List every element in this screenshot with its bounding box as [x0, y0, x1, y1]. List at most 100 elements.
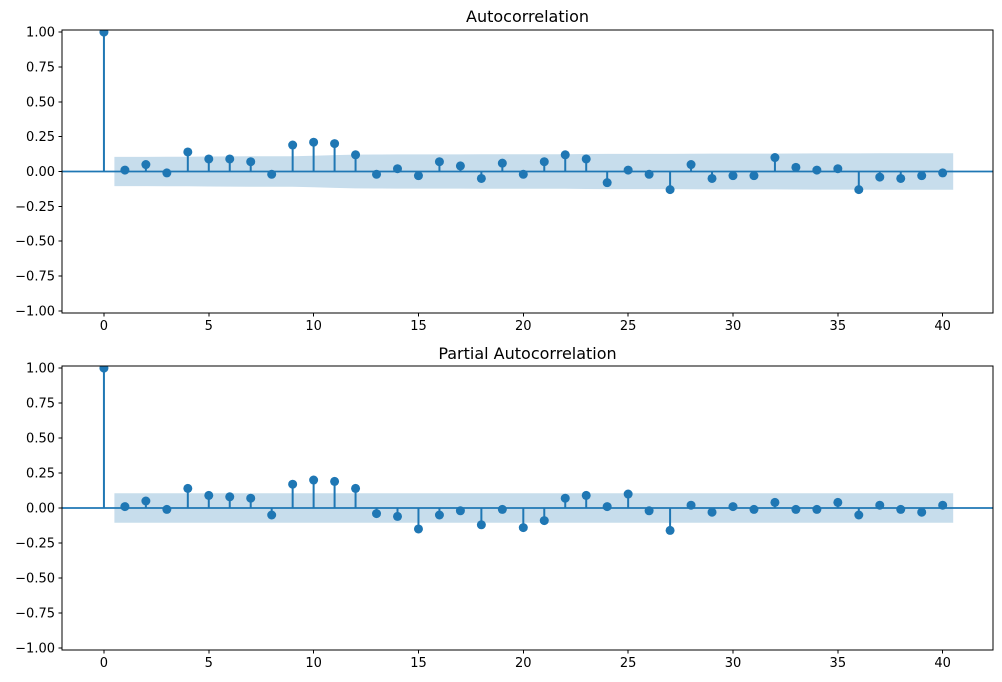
stem-marker — [267, 169, 277, 179]
y-tick-label: −0.25 — [15, 536, 55, 551]
stem-marker — [288, 479, 298, 489]
stem-marker — [330, 139, 340, 149]
stem-marker — [518, 169, 528, 179]
stem-marker — [476, 173, 486, 183]
y-tick-label: −0.50 — [15, 571, 55, 586]
stem-marker — [833, 164, 843, 174]
stem-marker — [309, 475, 319, 485]
x-tick-label: 35 — [830, 319, 847, 334]
stem-marker — [749, 504, 759, 514]
stem-marker — [581, 154, 591, 164]
x-tick-label: 25 — [620, 319, 637, 334]
stem-marker — [455, 506, 465, 516]
stem-marker — [560, 493, 570, 503]
stem-series — [99, 30, 948, 195]
stem-marker — [372, 169, 382, 179]
plot-title: Partial Autocorrelation — [438, 344, 616, 363]
stem-marker — [413, 171, 423, 181]
y-tick-label: 0.25 — [26, 467, 55, 482]
x-tick-label: 10 — [305, 656, 322, 671]
stem-marker — [497, 158, 507, 168]
stem-marker — [854, 185, 864, 195]
stem-marker — [539, 516, 549, 526]
stem-marker — [99, 30, 109, 37]
stem-marker — [225, 492, 235, 502]
x-tick-label: 25 — [620, 656, 637, 671]
x-tick-label: 35 — [830, 656, 847, 671]
stem-marker — [434, 157, 444, 167]
x-tick-label: 10 — [305, 319, 322, 334]
stem-marker — [351, 483, 361, 493]
stem-marker — [434, 510, 444, 520]
stem-marker — [812, 504, 822, 514]
y-tick-label: −0.75 — [15, 270, 55, 285]
stem-marker — [392, 164, 402, 174]
y-tick-label: 0.75 — [26, 60, 55, 75]
x-tick-label: 40 — [934, 656, 951, 671]
stem-marker — [309, 137, 319, 147]
stem-marker — [791, 162, 801, 172]
y-tick-label: 0.75 — [26, 397, 55, 412]
stem-marker — [875, 172, 885, 182]
stem-marker — [875, 500, 885, 510]
stem-marker — [204, 490, 214, 500]
stem-marker — [707, 507, 717, 517]
stem-marker — [602, 178, 612, 188]
stem-marker — [351, 150, 361, 160]
stem-marker — [728, 502, 738, 512]
stem-marker — [812, 165, 822, 175]
stem-marker — [581, 490, 591, 500]
stem-marker — [833, 497, 843, 507]
stem-marker — [560, 150, 570, 160]
stem-marker — [854, 510, 864, 520]
stem-marker — [413, 524, 423, 534]
stem-marker — [770, 497, 780, 507]
x-tick-label: 5 — [205, 656, 213, 671]
y-tick-label: −0.50 — [15, 235, 55, 250]
x-tick-label: 0 — [100, 656, 108, 671]
acf-plot: 0 5 10 15 20 25 30 35 40 1.00 0.75 0.50 0.25 0.00 −0.2… — [15, 7, 994, 334]
stem-marker — [707, 173, 717, 183]
stem-marker — [665, 185, 675, 195]
x-tick-label: 5 — [205, 319, 213, 334]
x-tick-label: 20 — [515, 319, 532, 334]
stem-marker — [162, 168, 172, 178]
stem-marker — [99, 366, 109, 373]
stem-marker — [246, 493, 256, 503]
stem-marker — [770, 153, 780, 163]
y-tick-label: 0.00 — [26, 165, 55, 180]
stem-marker — [896, 173, 906, 183]
stem-marker — [623, 165, 633, 175]
stem-marker — [141, 160, 151, 170]
stem-marker — [938, 500, 948, 510]
y-tick-label: 0.00 — [26, 502, 55, 517]
stem-marker — [225, 154, 235, 164]
stem-series — [99, 366, 948, 535]
stem-marker — [330, 476, 340, 486]
y-tick-label: −0.25 — [15, 200, 55, 215]
y-tick-label: 0.25 — [26, 130, 55, 145]
stem-marker — [917, 171, 927, 181]
x-tick-label: 30 — [725, 319, 742, 334]
y-tick-label: −1.00 — [15, 641, 55, 656]
stem-marker — [602, 502, 612, 512]
stem-marker — [183, 483, 193, 493]
stem-marker — [497, 504, 507, 514]
stem-marker — [183, 147, 193, 157]
stem-marker — [162, 504, 172, 514]
stem-marker — [938, 168, 948, 178]
y-tick-label: −0.75 — [15, 606, 55, 621]
stem-marker — [288, 140, 298, 150]
y-tick-label: 0.50 — [26, 432, 55, 447]
stem-marker — [518, 523, 528, 533]
stem-marker — [246, 157, 256, 167]
stem-marker — [686, 160, 696, 170]
stem-marker — [141, 496, 151, 506]
stem-marker — [917, 507, 927, 517]
stem-marker — [644, 506, 654, 516]
stem-marker — [686, 500, 696, 510]
stem-marker — [791, 504, 801, 514]
y-tick-label: −1.00 — [15, 304, 55, 319]
